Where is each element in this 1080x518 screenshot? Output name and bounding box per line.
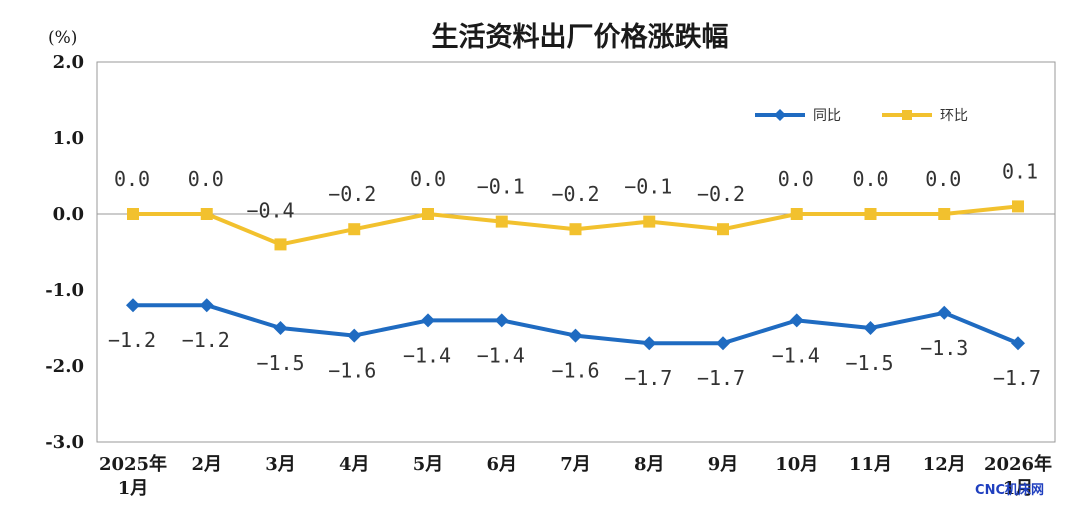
data-label: 0.0 [188,167,224,191]
data-point [1012,200,1024,213]
data-label: 0.0 [778,167,814,191]
y-axis-ticks: 2.0 1.0 0.0 -1.0 -2.0 -3.0 [45,52,84,453]
data-label: −1.4 [403,343,451,367]
data-point [421,313,435,328]
data-label: 0.0 [852,167,888,191]
data-point [495,215,508,228]
data-label: −1.4 [477,343,525,367]
data-label: −1.6 [328,359,376,383]
data-point [716,336,730,351]
x-tick-label: 3月 [265,454,296,475]
y-tick-label: 1.0 [53,128,84,149]
plot-frame [96,61,1056,443]
x-axis-ticks: 2025年 1月 2月 3月 4月 5月 6月 7月 8月 9月 10月 11月 12月 2026年 1月 [99,453,1052,499]
data-point [422,208,434,220]
x-tick-label: 1月 [118,478,149,499]
data-label: −0.2 [551,182,599,206]
data-point [790,208,803,220]
data-label: 0.0 [114,167,150,191]
data-label: −1.4 [772,343,820,367]
data-label: 0.0 [925,167,961,191]
data-label: −1.5 [845,351,893,375]
data-point [569,223,582,236]
data-point [494,313,509,328]
chart-title: 生活资料出厂价格涨跌幅 [432,22,729,53]
x-tick-label: 5月 [413,454,444,475]
x-tick-label: 2025年 [99,453,167,475]
data-point [273,321,288,335]
y-tick-label: -3.0 [45,432,84,453]
x-tick-label: 2026年 [984,453,1052,475]
data-label: −1.7 [624,366,672,390]
y-tick-label: 0.0 [53,204,84,225]
data-label: −1.2 [182,328,230,352]
x-tick-label: 12月 [923,454,966,475]
data-point [348,223,361,236]
data-point [568,328,583,343]
y-tick-label: 2.0 [53,52,84,73]
x-tick-label: 8月 [634,454,665,475]
x-tick-label: 9月 [708,454,739,475]
watermark-text: CNC机床网 [975,483,1044,498]
data-label: −1.6 [551,359,599,383]
data-point [863,321,878,335]
data-label: −1.7 [697,366,745,390]
data-point [643,215,656,228]
data-point [642,336,657,351]
y-tick-label: -2.0 [45,356,84,377]
x-tick-label: 1月 [1003,478,1034,499]
data-point [274,238,287,251]
data-label: −1.2 [108,328,156,352]
legend-label: 环比 [940,108,968,124]
series-yoy: −1.2 −1.2 −1.5 −1.6 −1.4 −1.4 −1.6 −1.7 −1.7 −1.4… [108,298,1041,390]
y-tick-label: -1.0 [45,280,84,301]
data-point [126,298,140,313]
data-point [127,208,139,220]
legend: 同比 环比 [755,108,968,124]
x-tick-label: 6月 [486,454,517,475]
data-label: −0.2 [697,182,745,206]
data-point [199,298,214,313]
data-label: −0.1 [477,175,525,199]
data-label: −0.2 [328,182,376,206]
data-point [200,208,213,220]
series-group: −1.2 −1.2 −1.5 −1.6 −1.4 −1.4 −1.6 −1.7 −1.7 −1.4… [108,159,1041,390]
data-label: −1.5 [256,351,304,375]
data-point [937,305,952,320]
x-tick-label: 10月 [775,454,818,475]
x-tick-label: 7月 [560,454,591,475]
legend-marker [902,110,912,120]
x-tick-label: 2月 [191,454,222,475]
data-point [938,208,951,220]
data-label: −1.3 [920,336,968,360]
data-label: −1.7 [993,366,1041,390]
x-tick-label: 11月 [849,454,892,475]
data-label: −0.1 [624,175,672,199]
data-point [717,223,729,236]
data-label: 0.1 [1002,159,1038,183]
data-label: 0.0 [410,167,446,191]
series-mom: 0.0 0.0 −0.4 −0.2 0.0 −0.1 −0.2 −0.1 −0.2 0.0 0.0 0… [114,159,1038,251]
data-point [347,328,362,343]
legend-label: 同比 [813,108,841,124]
x-tick-label: 4月 [339,454,370,475]
data-point [864,208,877,220]
data-point [789,313,804,328]
legend-marker [774,109,786,121]
data-point [1011,336,1025,351]
data-label: −0.4 [246,198,294,222]
y-axis-unit: (%) [48,28,77,48]
